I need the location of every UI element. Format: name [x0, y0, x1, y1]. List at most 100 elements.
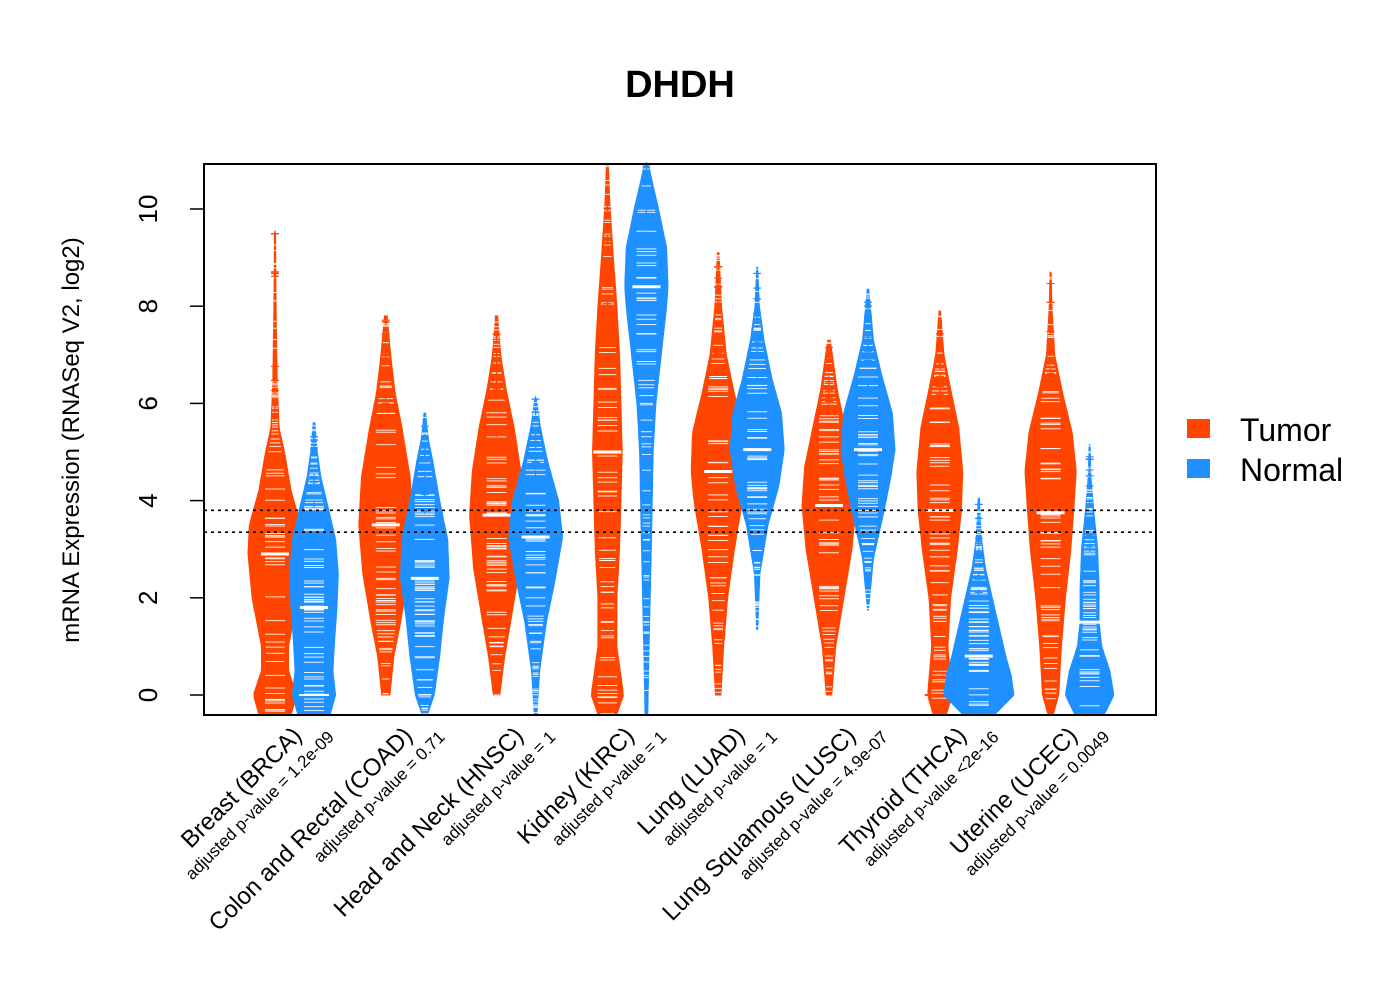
outlier-tumor-8	[1046, 381, 1055, 388]
outlier-normal-3	[531, 470, 540, 477]
outlier-tumor-1	[271, 406, 279, 413]
violin-body-tumor-5	[690, 252, 746, 696]
outlier-tumor-7	[935, 383, 944, 390]
outlier-normal-1	[310, 433, 318, 440]
violin-tumor-1	[247, 230, 303, 715]
y-tick-label-8: 8	[133, 299, 163, 313]
outlier-tumor-5	[714, 320, 723, 327]
outlier-normal-6	[864, 341, 872, 348]
outlier-tumor-6	[825, 405, 833, 412]
outlier-tumor-6	[825, 344, 833, 351]
outlier-normal-8	[1085, 483, 1094, 490]
violin-normal-7	[943, 497, 1015, 715]
outlier-normal-3	[531, 396, 540, 403]
violin-normal-6	[840, 288, 896, 611]
outlier-tumor-5	[714, 283, 723, 290]
outlier-tumor-7	[935, 391, 944, 398]
outlier-tumor-7	[935, 330, 944, 337]
outlier-tumor-5	[714, 367, 723, 374]
y-tick-label-0: 0	[133, 688, 163, 702]
outlier-normal-4	[642, 164, 651, 171]
violin-tumor-8	[1024, 271, 1077, 715]
outlier-normal-2	[420, 434, 429, 441]
outlier-normal-1	[310, 450, 318, 457]
outlier-normal-6	[864, 380, 872, 387]
outlier-normal-6	[864, 357, 872, 364]
outlier-tumor-4	[603, 279, 612, 286]
outlier-normal-3	[531, 459, 540, 466]
violin-normal-1	[289, 422, 339, 715]
legend-swatch-tumor	[1187, 419, 1210, 438]
outlier-normal-7	[974, 540, 983, 547]
y-tick-label-2: 2	[133, 591, 163, 605]
violin-tumor-4	[590, 164, 624, 715]
legend: Tumor Normal	[1187, 412, 1343, 488]
outlier-tumor-3	[492, 358, 501, 365]
outlier-tumor-1	[271, 414, 279, 421]
plot-frame	[203, 163, 1157, 716]
outlier-tumor-6	[825, 380, 833, 387]
violin-body-tumor-7	[916, 310, 964, 715]
outlier-tumor-5	[714, 350, 723, 357]
violin-normal-5	[729, 266, 785, 630]
outlier-tumor-3	[492, 388, 501, 395]
outlier-normal-3	[531, 409, 540, 416]
outlier-tumor-2	[381, 394, 390, 401]
outlier-normal-1	[310, 473, 318, 480]
outlier-tumor-8	[1046, 328, 1055, 335]
outlier-normal-8	[1085, 501, 1094, 508]
outlier-normal-1	[310, 522, 318, 529]
outlier-normal-8	[1085, 472, 1094, 479]
reference-lines	[204, 509, 1156, 533]
outlier-normal-4	[642, 231, 651, 238]
outlier-normal-5	[753, 310, 762, 317]
outlier-normal-2	[420, 491, 429, 498]
outlier-tumor-3	[492, 352, 501, 359]
outlier-normal-5	[753, 347, 762, 354]
outlier-normal-7	[974, 576, 983, 583]
outlier-normal-6	[864, 334, 872, 341]
outlier-normal-7	[974, 515, 983, 522]
violin-body-normal-3	[508, 398, 563, 715]
outlier-normal-2	[420, 449, 429, 456]
violin-tumor-7	[916, 310, 964, 715]
violin-body-normal-2	[399, 412, 450, 715]
outlier-tumor-6	[825, 355, 833, 362]
outlier-tumor-3	[492, 430, 501, 437]
y-tick-label-4: 4	[133, 493, 163, 507]
outlier-normal-1	[310, 513, 318, 520]
outlier-tumor-1	[271, 230, 279, 237]
outlier-tumor-8	[1046, 299, 1055, 306]
chart-title: DHDH	[625, 64, 735, 106]
outlier-tumor-4	[603, 237, 612, 244]
outlier-normal-4	[642, 205, 651, 212]
outlier-tumor-2	[381, 317, 390, 324]
outlier-tumor-3	[492, 336, 501, 343]
violin-normal-4	[624, 162, 669, 715]
outlier-tumor-2	[381, 350, 390, 357]
outlier-normal-6	[864, 313, 872, 320]
violin-body-tumor-8	[1024, 271, 1077, 715]
outlier-tumor-4	[603, 223, 612, 230]
violin-normal-2	[399, 412, 450, 715]
outlier-tumor-7	[935, 414, 944, 421]
y-tick-label-10: 10	[133, 195, 163, 224]
outlier-tumor-8	[1046, 368, 1055, 375]
outlier-normal-2	[420, 454, 429, 461]
outlier-tumor-7	[935, 373, 944, 380]
outlier-tumor-1	[271, 387, 279, 394]
outlier-normal-5	[753, 270, 762, 277]
outlier-tumor-8	[1046, 280, 1055, 287]
outlier-normal-2	[420, 423, 429, 430]
outlier-normal-4	[642, 223, 651, 230]
outlier-normal-2	[420, 471, 429, 478]
outlier-tumor-3	[492, 368, 501, 375]
outlier-normal-5	[753, 295, 762, 302]
outlier-tumor-4	[603, 205, 612, 212]
outlier-normal-8	[1085, 545, 1094, 552]
outlier-normal-7	[974, 589, 983, 596]
x-axis-labels: Breast (BRCA)adjusted p-value = 1.2e-09C…	[176, 722, 1113, 936]
violin-body-tumor-2	[358, 315, 414, 696]
violin-tumor-5	[690, 252, 746, 696]
